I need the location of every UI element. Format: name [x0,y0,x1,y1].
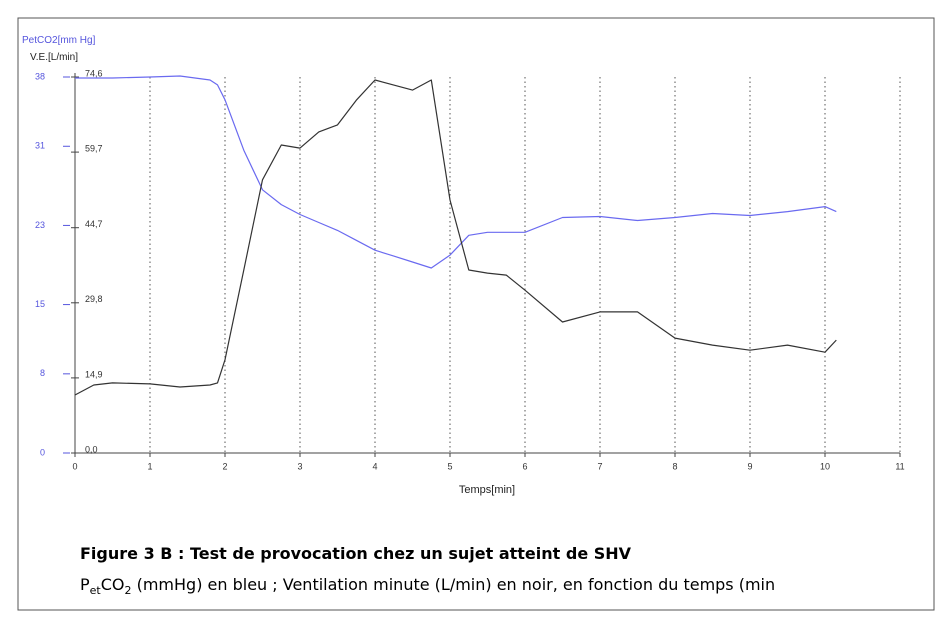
series-line [75,75,837,269]
x-tick-label: 9 [747,461,752,471]
y-tick-label: 23 [35,220,45,230]
x-tick-label: 2 [222,461,227,471]
y2-tick-label: 74,6 [85,68,103,78]
x-tick-label: 0 [72,461,77,471]
x-tick-label: 11 [895,461,904,471]
y2-tick-label: 29,8 [85,294,103,304]
caption-part: CO [101,575,125,594]
x-tick-label: 3 [297,461,302,471]
x-axis-label: Temps[min] [459,484,515,496]
caption-part: (mmHg) en bleu ; Ventilation minute (L/m… [132,575,776,594]
y2-tick-label: 0,0 [85,444,98,454]
x-tick-label: 1 [147,461,152,471]
y-tick-label: 8 [40,368,45,378]
y2-tick-label: 14,9 [85,369,103,379]
y-tick-label: 15 [35,299,45,309]
x-tick-label: 10 [820,461,830,471]
y-axis-label: PetCO2[mm Hg] [22,35,96,46]
caption-text: PetCO2 (mmHg) en bleu ; Ventilation minu… [80,575,775,597]
y-tick-label: 31 [35,141,45,151]
frame [17,17,935,611]
y2-tick-label: 44,7 [85,219,103,229]
x-tick-label: 8 [672,461,677,471]
caption-part: P [80,575,90,594]
x-tick-label: 7 [597,461,602,471]
y2-axis-label: V.E.[L/min] [30,52,78,63]
caption-subscript: 2 [125,584,132,597]
y2-tick-label: 59,7 [85,143,103,153]
caption-subscript: et [90,584,102,597]
y-tick-label: 38 [35,71,45,81]
y-tick-label: 0 [40,447,45,457]
series-line [74,79,837,396]
x-tick-label: 6 [522,461,527,471]
x-tick-label: 5 [447,461,452,471]
caption-title: Figure 3 B : Test de provocation chez un… [80,544,632,563]
x-tick-label: 4 [372,461,377,471]
